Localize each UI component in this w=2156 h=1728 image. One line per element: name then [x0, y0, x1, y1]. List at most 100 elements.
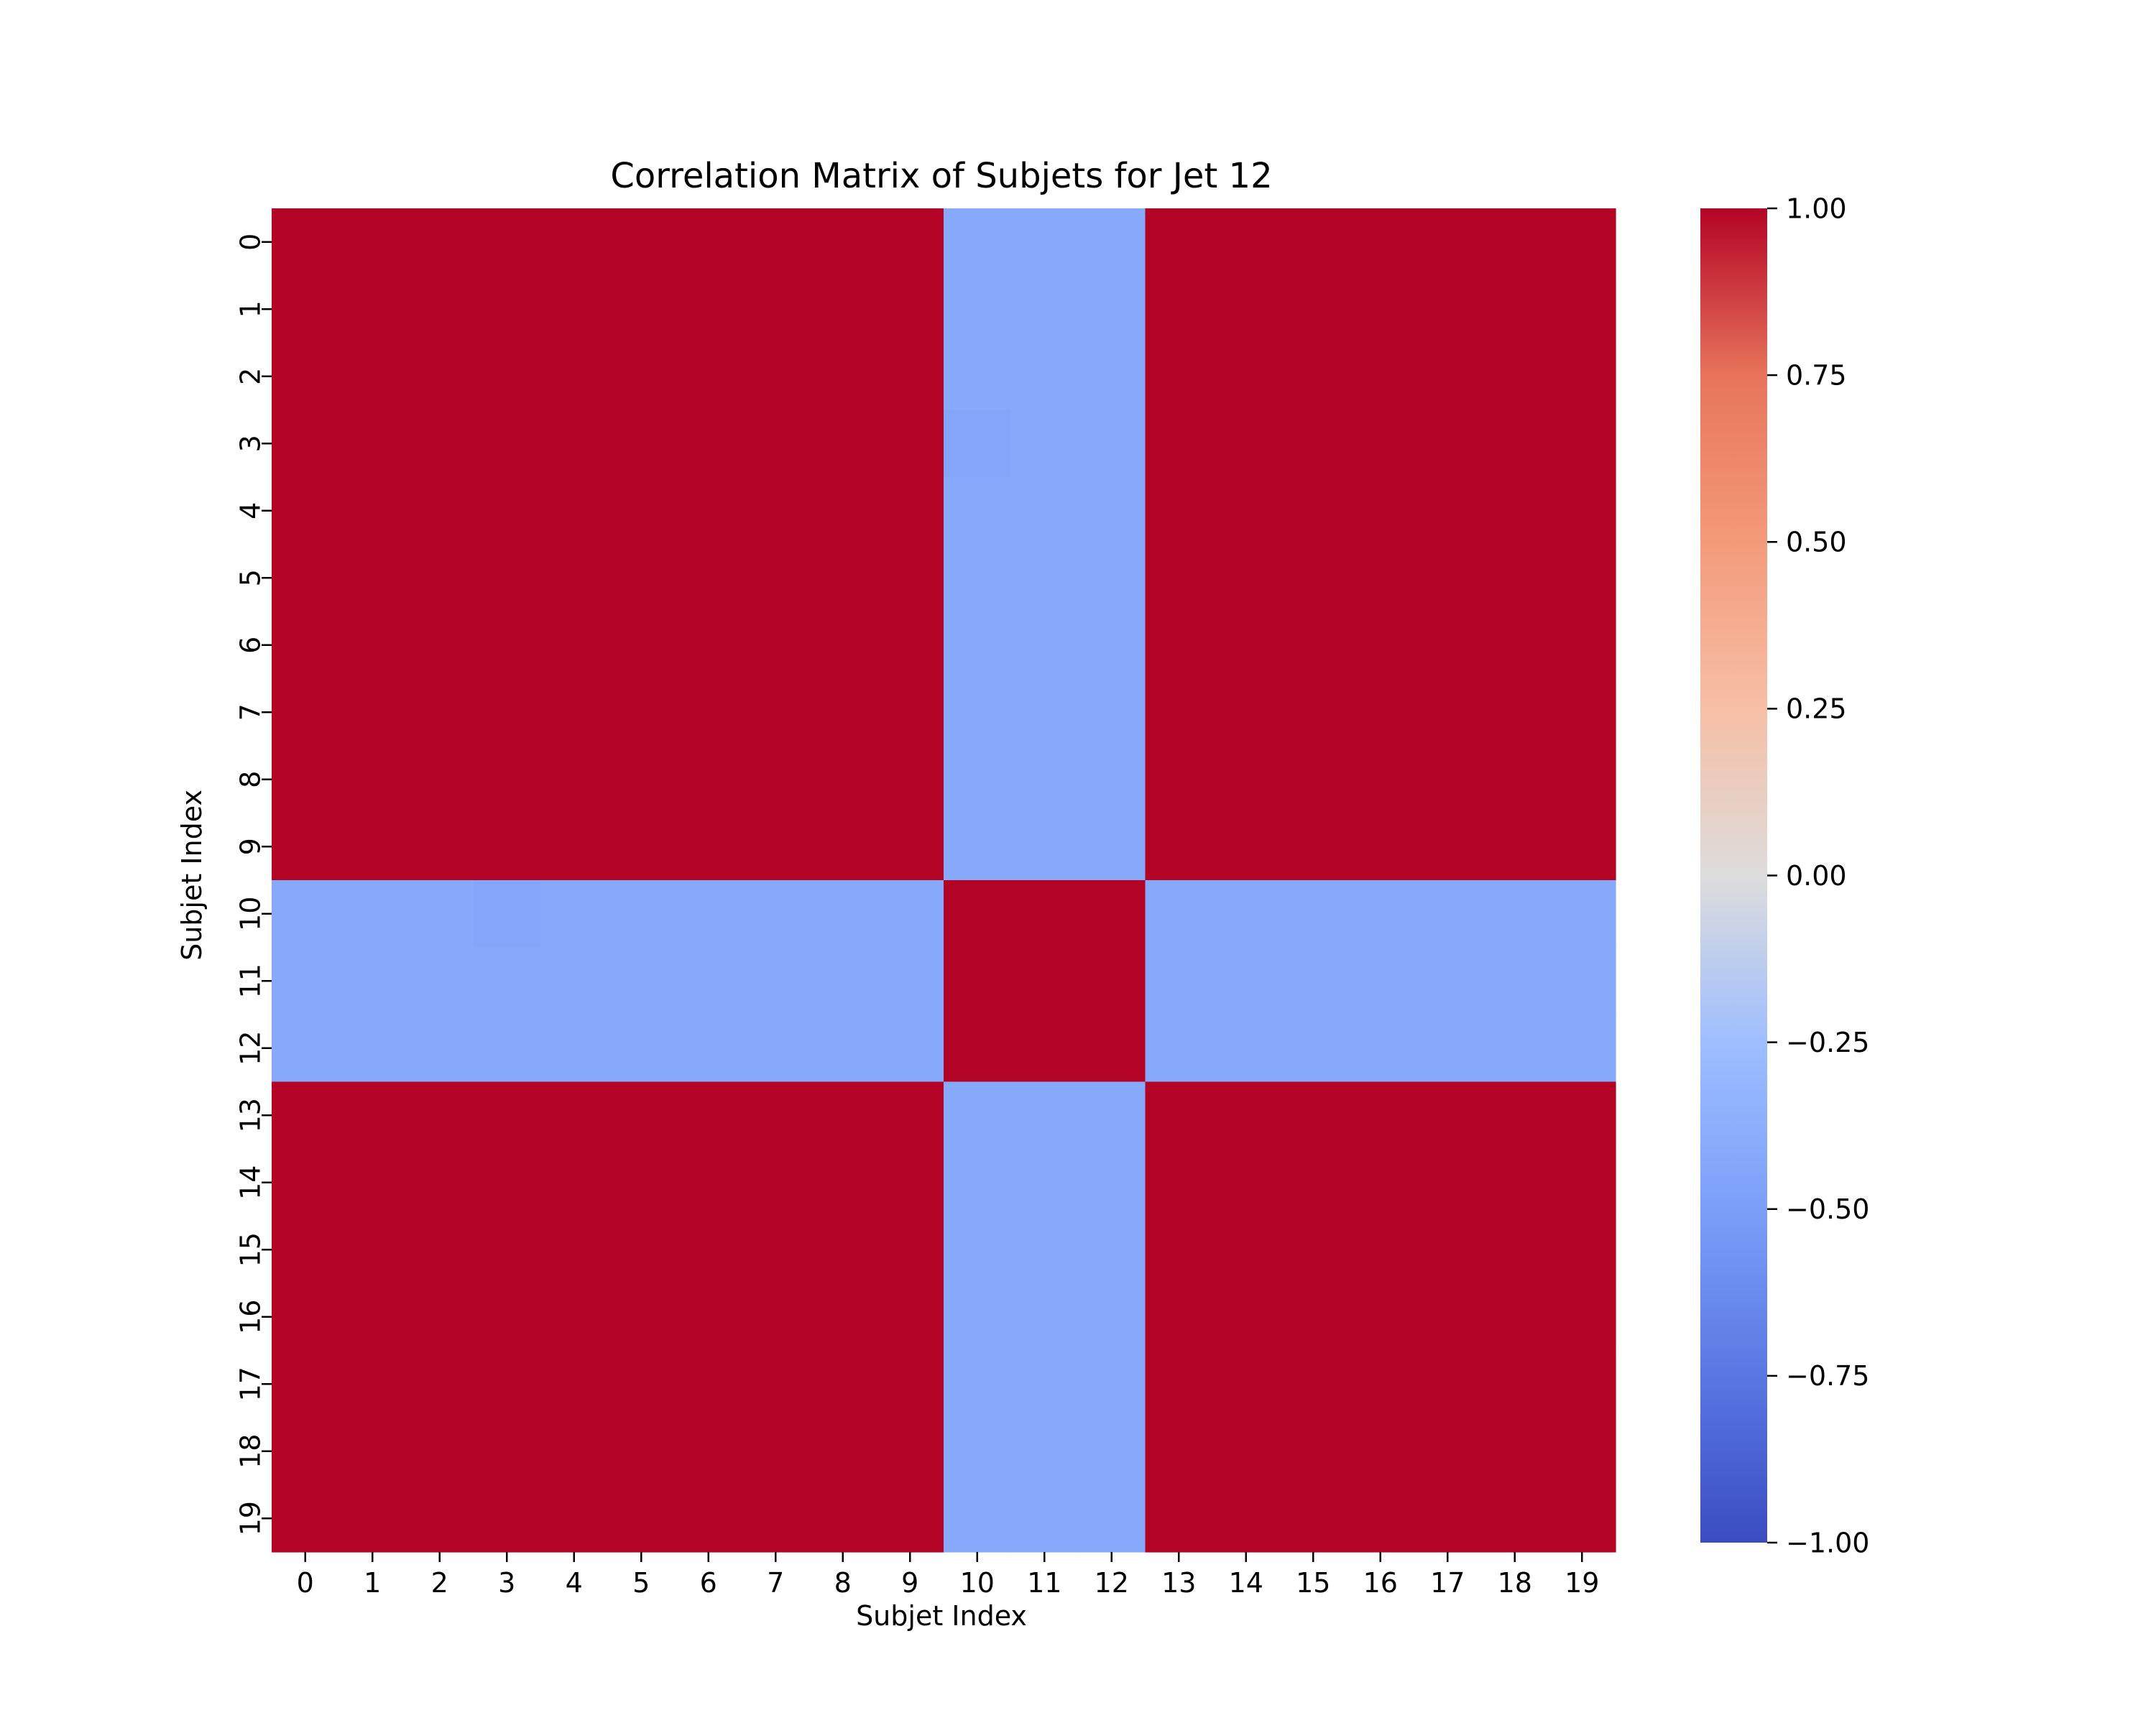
x-axis-ticks: 0 1 2 3 4 5 6 7 8 9 10 11 12 13 14 15 16 17 18 19 [297, 1552, 1599, 1599]
heatmap-cell [876, 880, 944, 948]
heatmap-cell [1279, 678, 1348, 747]
heatmap-cell [675, 1283, 743, 1352]
x-tick-label: 19 [1565, 1567, 1599, 1599]
heatmap-cell [1010, 477, 1079, 545]
x-tick-label: 11 [1027, 1567, 1061, 1599]
heatmap-cell [1548, 410, 1616, 478]
heatmap-cell [742, 275, 810, 343]
heatmap-cell [607, 208, 676, 277]
heatmap-cell [1010, 678, 1079, 747]
heatmap-cell [876, 1283, 944, 1352]
heatmap-cell [1548, 1418, 1616, 1486]
heatmap-cell [473, 611, 541, 680]
heatmap-cell [1548, 343, 1616, 411]
heatmap-cell [1078, 1283, 1146, 1352]
heatmap-cell [1481, 1283, 1549, 1352]
heatmap-cell [540, 410, 609, 478]
heatmap-cell [1548, 611, 1616, 680]
heatmap-cell [675, 746, 743, 814]
heatmap-cell [1212, 343, 1281, 411]
heatmap-cell [1010, 410, 1079, 478]
heatmap-cell [540, 1283, 609, 1352]
heatmap-cell [272, 1216, 340, 1284]
heatmap-cell [1078, 1350, 1146, 1418]
heatmap-cell [272, 1418, 340, 1486]
heatmap-cell [1481, 1350, 1549, 1418]
heatmap-cell [1481, 1015, 1549, 1083]
heatmap-cell [1279, 1484, 1348, 1553]
colorbar-tick-label: −0.25 [1786, 1027, 1869, 1058]
heatmap-cell [272, 1015, 340, 1083]
heatmap-cell [473, 1149, 541, 1217]
heatmap-cell [944, 746, 1012, 814]
heatmap-cell [338, 813, 407, 881]
heatmap-cell [338, 678, 407, 747]
heatmap-cell [540, 208, 609, 277]
heatmap-cell [1145, 1081, 1213, 1150]
heatmap-cell [1145, 544, 1213, 612]
heatmap-cell [1078, 1149, 1146, 1217]
heatmap-cell [1548, 544, 1616, 612]
heatmap-cell [473, 1283, 541, 1352]
heatmap-cell [406, 880, 474, 948]
heatmap-cell [406, 1283, 474, 1352]
heatmap-cell [876, 611, 944, 680]
y-tick-label: 3 [234, 435, 266, 452]
heatmap-cell [675, 1216, 743, 1284]
heatmap-cell [473, 410, 541, 478]
heatmap-cell [1279, 1015, 1348, 1083]
colorbar-tick-label: −0.75 [1786, 1360, 1869, 1392]
heatmap-cell [876, 1350, 944, 1418]
heatmap-cell [1145, 1015, 1213, 1083]
x-tick-label: 1 [364, 1567, 381, 1599]
heatmap-cell [742, 1418, 810, 1486]
y-axis-label: Subjet Index [176, 790, 208, 961]
heatmap-cell [272, 208, 340, 277]
heatmap-cell [944, 678, 1012, 747]
heatmap-cell [1078, 544, 1146, 612]
heatmap-cell [1078, 813, 1146, 881]
heatmap-cell [1548, 1149, 1616, 1217]
heatmap-cell [876, 544, 944, 612]
heatmap-cell [742, 1283, 810, 1352]
heatmap-cell [607, 678, 676, 747]
heatmap-cell [742, 343, 810, 411]
y-tick-label: 2 [234, 368, 266, 385]
heatmap-cell [338, 208, 407, 277]
heatmap-cell [1347, 1149, 1415, 1217]
heatmap-cell [1279, 1418, 1348, 1486]
heatmap-cell [406, 544, 474, 612]
heatmap-cell [406, 208, 474, 277]
x-tick-label: 13 [1161, 1567, 1196, 1599]
heatmap-cell [1347, 275, 1415, 343]
heatmap-cell [1145, 343, 1213, 411]
heatmap-cell [540, 1418, 609, 1486]
heatmap-cell [406, 1015, 474, 1083]
heatmap-cell [809, 947, 877, 1015]
heatmap-cell [1145, 1484, 1213, 1553]
heatmap-cell [1414, 410, 1482, 478]
heatmap-cell [809, 1081, 877, 1150]
heatmap-cell [1212, 880, 1281, 948]
heatmap-cell [742, 1484, 810, 1553]
heatmap-cell [338, 746, 407, 814]
heatmap-cell [607, 544, 676, 612]
heatmap-cell [473, 1350, 541, 1418]
heatmap-cell [473, 477, 541, 545]
heatmap-cell [1010, 275, 1079, 343]
heatmap-cell [1347, 1350, 1415, 1418]
heatmap-cell [406, 1350, 474, 1418]
heatmap-cell [1347, 880, 1415, 948]
heatmap-cell [1548, 947, 1616, 1015]
heatmap-cell [406, 275, 474, 343]
heatmap-cell [1414, 343, 1482, 411]
heatmap-cell [1145, 813, 1213, 881]
heatmap-cell [1481, 611, 1549, 680]
heatmap-cell [1347, 813, 1415, 881]
heatmap-cell [1145, 1418, 1213, 1486]
heatmap-cell [1212, 208, 1281, 277]
heatmap-cell [473, 275, 541, 343]
heatmap-cell [742, 1081, 810, 1150]
